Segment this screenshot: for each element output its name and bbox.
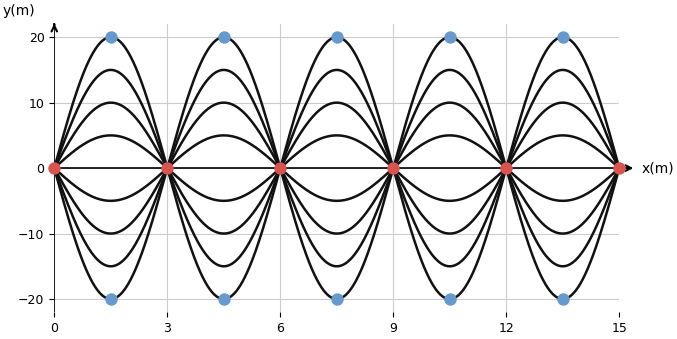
Point [501,165,512,171]
Text: x(m): x(m) [642,161,674,175]
Point [614,165,625,171]
Point [162,165,173,171]
Point [106,35,116,40]
Point [219,35,230,40]
Point [557,296,568,302]
Point [275,165,286,171]
Point [49,165,60,171]
Point [106,296,116,302]
Text: y(m): y(m) [3,3,35,18]
Point [444,35,455,40]
Point [557,35,568,40]
Point [444,296,455,302]
Point [219,296,230,302]
Point [331,296,342,302]
Point [331,35,342,40]
Point [388,165,399,171]
